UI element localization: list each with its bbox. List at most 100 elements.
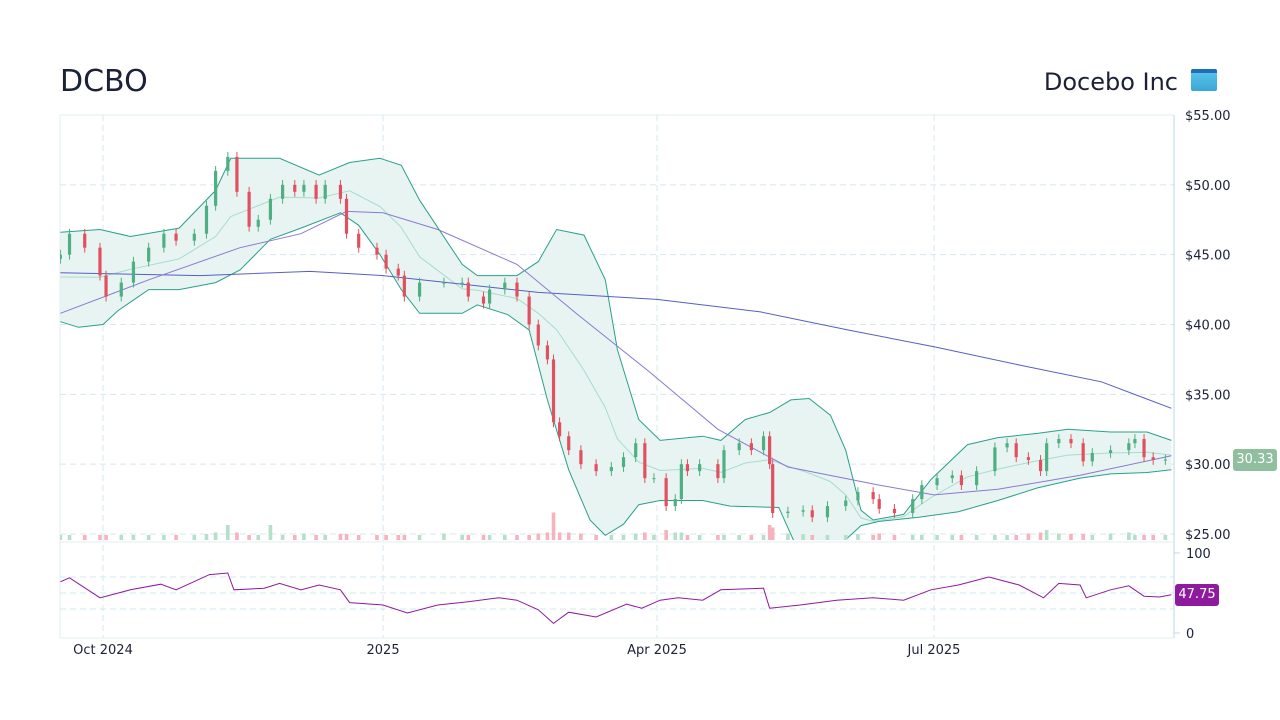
candle-body xyxy=(214,170,218,206)
candle-body xyxy=(1127,443,1131,451)
candle-body xyxy=(911,499,915,514)
volume-bar xyxy=(292,535,297,540)
volume-bar xyxy=(174,535,178,540)
price-tick-label: $55.00 xyxy=(1185,109,1231,124)
rsi-line xyxy=(60,572,1172,625)
date-tick-label: Apr 2025 xyxy=(627,643,687,658)
volume-bar xyxy=(664,530,668,540)
candle-body xyxy=(810,510,814,518)
volume-bar xyxy=(1026,533,1031,540)
volume-bar xyxy=(536,533,541,540)
date-tick-label: Oct 2024 xyxy=(73,643,133,658)
last-price-badge: 30.33 xyxy=(1233,449,1277,471)
volume-bar xyxy=(402,535,407,540)
candle-body xyxy=(226,156,230,171)
volume-bar xyxy=(82,535,87,540)
volume-bar xyxy=(767,525,772,540)
candle-body xyxy=(950,475,954,479)
candle-body xyxy=(975,471,979,486)
candle-body xyxy=(293,184,297,192)
candle-body xyxy=(716,464,720,479)
volume-bar xyxy=(871,535,875,540)
volume-bar xyxy=(737,535,741,540)
volume-bar xyxy=(786,533,790,540)
candle-body xyxy=(551,359,556,423)
candle-body xyxy=(204,205,209,234)
candle-body xyxy=(664,478,668,507)
candle-body xyxy=(652,478,656,480)
candle-body xyxy=(1108,450,1113,453)
candle-body xyxy=(1081,443,1085,462)
browser-window-icon xyxy=(1191,69,1217,91)
price-tick-label: $50.00 xyxy=(1185,179,1231,194)
candle-body xyxy=(771,464,775,514)
volume-bar xyxy=(98,535,102,540)
volume-bar xyxy=(60,535,63,540)
candle-body xyxy=(104,275,108,297)
volume-bar xyxy=(527,535,531,540)
volume-bar xyxy=(515,535,519,540)
volume-bar xyxy=(344,534,349,540)
volume-bar xyxy=(633,533,638,540)
volume-bar xyxy=(950,535,955,540)
candle-body xyxy=(396,268,400,276)
candle-body xyxy=(247,191,251,227)
volume-bar xyxy=(1108,533,1113,540)
volume-bar xyxy=(1090,535,1095,540)
volume-bar xyxy=(417,535,422,540)
candle-body xyxy=(131,261,136,283)
candle-body xyxy=(503,282,507,290)
price-pane xyxy=(60,152,1172,540)
candle-body xyxy=(536,324,540,346)
candle-body xyxy=(685,464,690,472)
price-tick-label: $40.00 xyxy=(1185,319,1231,334)
volume-bar xyxy=(959,535,964,540)
price-tick-label: $25.00 xyxy=(1185,528,1231,543)
volume-bar xyxy=(104,535,108,540)
volume-bar xyxy=(503,535,507,540)
candle-body xyxy=(174,233,178,241)
candle-body xyxy=(83,233,87,248)
candle-body xyxy=(280,184,285,199)
candle-body xyxy=(384,254,388,269)
volume-bar xyxy=(920,535,924,540)
candle-body xyxy=(634,443,638,458)
volume-bar xyxy=(557,532,562,540)
volume-bar xyxy=(1005,535,1009,540)
bollinger-upper-line xyxy=(60,157,1172,521)
candle-body xyxy=(673,499,677,507)
candle-body xyxy=(993,447,997,472)
candle-body xyxy=(192,233,196,241)
volume-bar xyxy=(825,535,830,540)
candle-body xyxy=(643,443,647,479)
candle-body xyxy=(302,184,306,192)
candle-body xyxy=(1057,439,1061,444)
volume-bar xyxy=(162,535,166,540)
candle-body xyxy=(545,345,550,360)
volume-bar xyxy=(974,535,979,540)
volume-bar xyxy=(460,535,464,540)
volume-bar xyxy=(722,535,726,540)
volume-bar xyxy=(442,533,446,540)
candle-body xyxy=(338,184,343,199)
candle-body xyxy=(256,219,260,227)
volume-bar xyxy=(384,535,388,540)
candle-body xyxy=(1133,439,1137,444)
candle-body xyxy=(877,499,881,509)
volume-bar xyxy=(679,532,684,540)
price-tick-label: $35.00 xyxy=(1185,388,1231,403)
volume-bar xyxy=(609,535,614,540)
bollinger-middle-line xyxy=(60,190,1172,522)
volume-bar xyxy=(673,532,678,540)
candle-body xyxy=(527,296,531,325)
volume-bar xyxy=(910,535,915,540)
candle-body xyxy=(558,422,562,437)
volume-bar xyxy=(192,535,197,540)
volume-bar xyxy=(323,535,328,540)
volume-bar xyxy=(466,535,471,540)
candle-body xyxy=(594,464,598,472)
volume-bar xyxy=(801,534,805,540)
sma200-line xyxy=(60,270,1172,409)
